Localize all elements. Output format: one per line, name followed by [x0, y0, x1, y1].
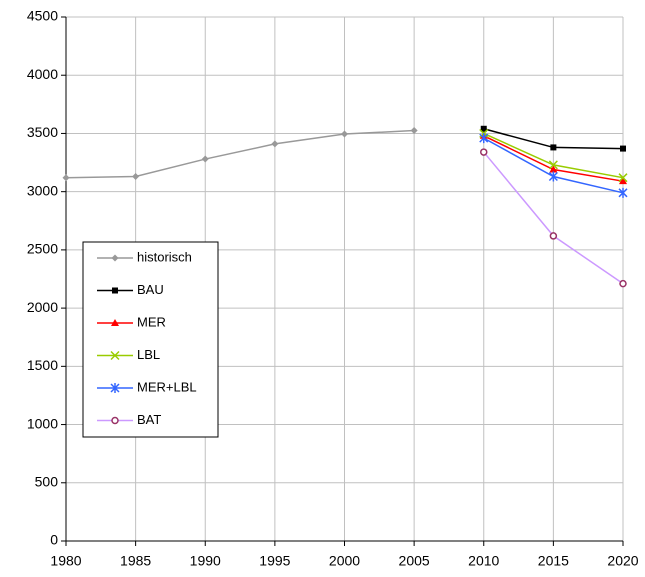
legend-label: BAU: [137, 282, 164, 297]
x-tick-label: 2015: [538, 553, 569, 569]
x-tick-label: 2000: [329, 553, 360, 569]
y-tick-label: 1500: [27, 357, 58, 373]
legend-label: MER+LBL: [137, 379, 197, 394]
y-tick-label: 2500: [27, 241, 58, 257]
marker: [132, 173, 140, 181]
marker: [548, 171, 558, 182]
y-tick-label: 2000: [27, 299, 58, 315]
marker: [480, 125, 487, 132]
marker: [341, 130, 348, 138]
plot: [62, 125, 628, 288]
marker: [271, 140, 279, 148]
marker: [549, 165, 558, 173]
marker: [111, 416, 119, 425]
y-tick-label: 4500: [27, 8, 58, 24]
marker: [620, 145, 626, 152]
marker: [618, 173, 628, 183]
legend: historisch BAU MER LBL MER+LBL BAT: [82, 241, 219, 438]
marker: [110, 383, 120, 393]
marker: [410, 127, 418, 135]
x-tick-label: 2005: [399, 553, 430, 569]
legend-label: BAT: [137, 412, 161, 427]
marker: [62, 174, 70, 182]
legend-box: [82, 241, 219, 438]
marker: [111, 254, 119, 262]
legend-label: MER: [137, 314, 166, 329]
x-tick-label: 1990: [190, 553, 221, 569]
legend-label: LBL: [137, 347, 160, 362]
marker: [619, 177, 627, 185]
marker: [548, 160, 558, 170]
x-tick-label: 2010: [468, 553, 499, 569]
marker: [550, 144, 557, 151]
y-tick-label: 0: [50, 532, 58, 548]
marker: [480, 148, 488, 156]
marker: [619, 279, 627, 288]
marker: [479, 133, 489, 144]
y-tick-label: 500: [35, 473, 59, 489]
legend-label: historisch: [137, 249, 192, 264]
x-tick-label: 1980: [50, 553, 81, 569]
y-tick-label: 3500: [27, 124, 58, 140]
marker: [618, 187, 628, 198]
x-tick-label: 1995: [259, 553, 290, 569]
marker: [111, 319, 119, 326]
x-tick-label: 1985: [120, 553, 151, 569]
x-tick-label: 2020: [607, 553, 638, 569]
y-tick-label: 1000: [27, 415, 58, 431]
marker: [110, 350, 120, 361]
y-tick-label: 3000: [27, 182, 58, 198]
marker: [201, 155, 209, 163]
marker: [112, 287, 118, 294]
y-tick-label: 4000: [27, 66, 58, 82]
series-line: [65, 129, 415, 179]
marker: [549, 232, 558, 240]
